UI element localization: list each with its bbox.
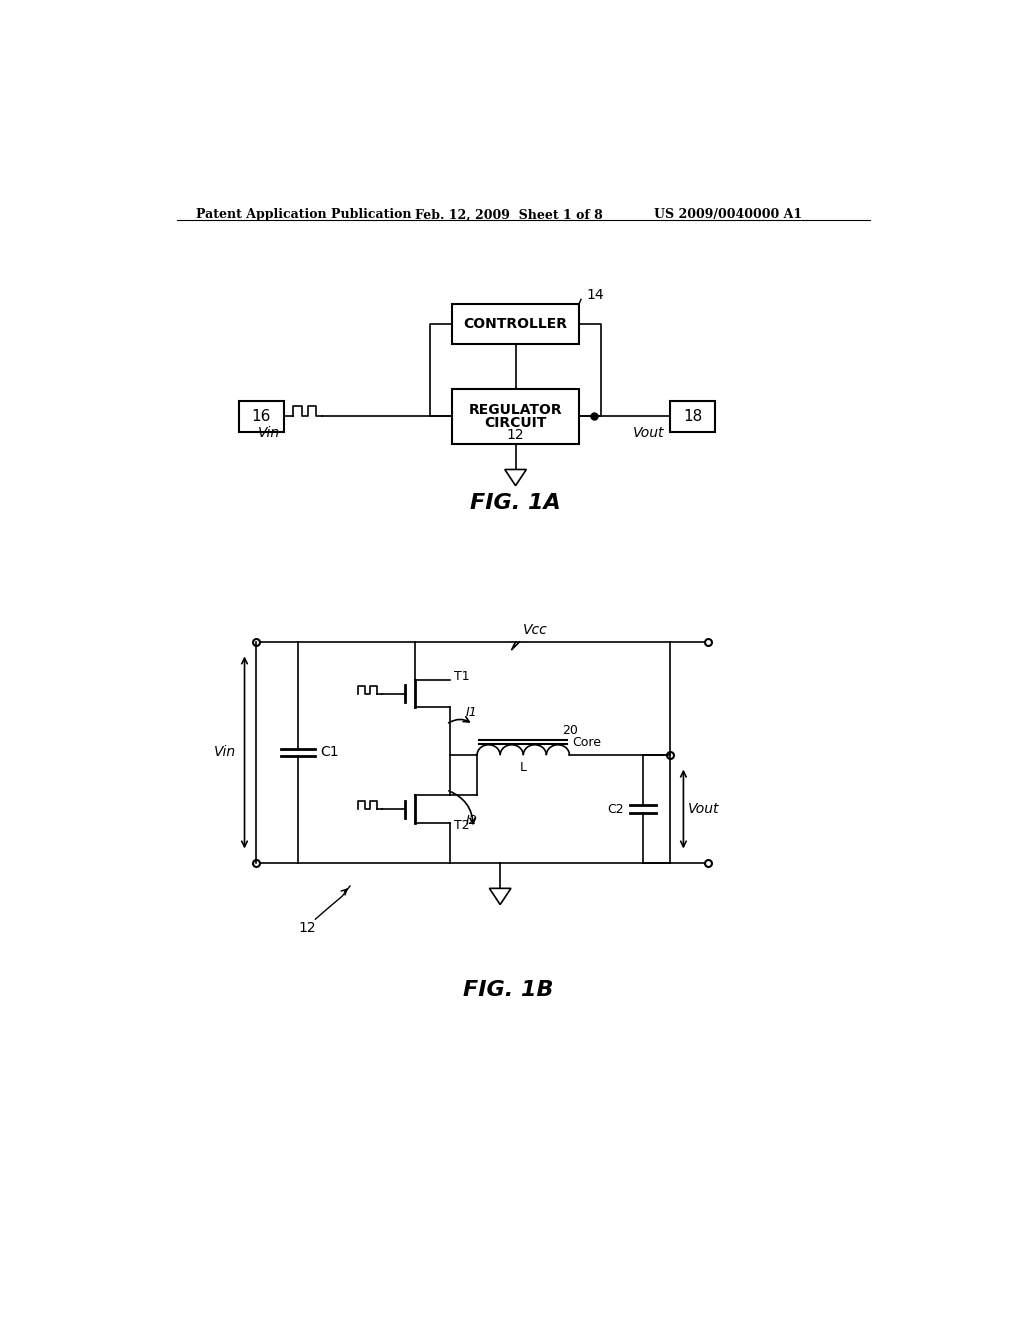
Text: CIRCUIT: CIRCUIT (484, 416, 547, 429)
Text: Feb. 12, 2009  Sheet 1 of 8: Feb. 12, 2009 Sheet 1 of 8 (416, 209, 603, 222)
Text: L: L (520, 760, 526, 774)
Text: 14: 14 (587, 288, 604, 302)
Text: 12: 12 (299, 921, 316, 936)
Text: I1: I1 (466, 706, 477, 719)
Text: Vin: Vin (258, 426, 280, 441)
Bar (240, 401, 284, 432)
Bar (671, 401, 715, 432)
Text: Patent Application Publication: Patent Application Publication (196, 209, 412, 222)
Text: 16: 16 (252, 409, 271, 424)
Text: US 2009/0040000 A1: US 2009/0040000 A1 (654, 209, 802, 222)
Bar (452, 304, 580, 345)
Bar (452, 388, 580, 444)
Text: Core: Core (571, 735, 601, 748)
Text: C1: C1 (319, 746, 339, 759)
Text: FIG. 1B: FIG. 1B (463, 979, 553, 1001)
Text: Vout: Vout (633, 426, 665, 441)
Text: Vcc: Vcc (523, 623, 548, 636)
Text: Vout: Vout (688, 803, 720, 816)
Text: REGULATOR: REGULATOR (469, 403, 562, 417)
Text: I2: I2 (466, 814, 477, 828)
Text: C2: C2 (607, 803, 625, 816)
Text: 20: 20 (562, 723, 578, 737)
Text: 12: 12 (507, 428, 524, 442)
Text: 18: 18 (683, 409, 702, 424)
Text: T2: T2 (454, 820, 470, 833)
Text: CONTROLLER: CONTROLLER (464, 317, 567, 331)
Text: FIG. 1A: FIG. 1A (470, 494, 561, 513)
Text: Vin: Vin (214, 746, 237, 759)
Text: T1: T1 (454, 671, 470, 684)
